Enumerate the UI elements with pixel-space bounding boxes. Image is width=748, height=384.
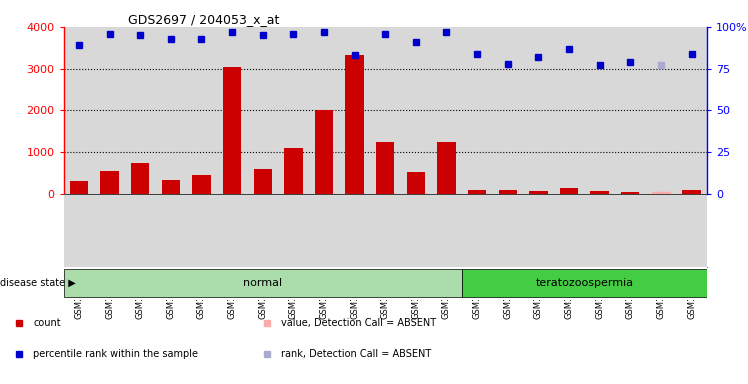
Text: count: count [34, 318, 61, 328]
Bar [499, 190, 517, 194]
Bar [407, 172, 425, 194]
Text: percentile rank within the sample: percentile rank within the sample [34, 349, 198, 359]
Bar [315, 111, 333, 194]
Bar [346, 55, 364, 194]
Bar [376, 142, 394, 194]
Text: disease state ▶: disease state ▶ [0, 278, 76, 288]
Bar [682, 190, 701, 194]
Bar [468, 190, 486, 194]
Bar [621, 192, 640, 194]
Bar [100, 171, 119, 194]
Text: rank, Detection Call = ABSENT: rank, Detection Call = ABSENT [281, 349, 432, 359]
Text: value, Detection Call = ABSENT: value, Detection Call = ABSENT [281, 318, 437, 328]
Bar [254, 169, 272, 194]
Text: teratozoospermia: teratozoospermia [536, 278, 634, 288]
Bar [192, 175, 211, 194]
Bar [70, 180, 88, 194]
Bar [590, 191, 609, 194]
Bar [438, 142, 456, 194]
Bar [529, 190, 548, 194]
Text: normal: normal [243, 278, 282, 288]
Bar [462, 270, 707, 297]
Bar [162, 180, 180, 194]
Bar [64, 270, 462, 297]
Bar [284, 148, 302, 194]
Bar [223, 66, 242, 194]
Bar [652, 192, 670, 194]
Text: GDS2697 / 204053_x_at: GDS2697 / 204053_x_at [128, 13, 279, 26]
Bar [131, 162, 150, 194]
Bar [560, 188, 578, 194]
